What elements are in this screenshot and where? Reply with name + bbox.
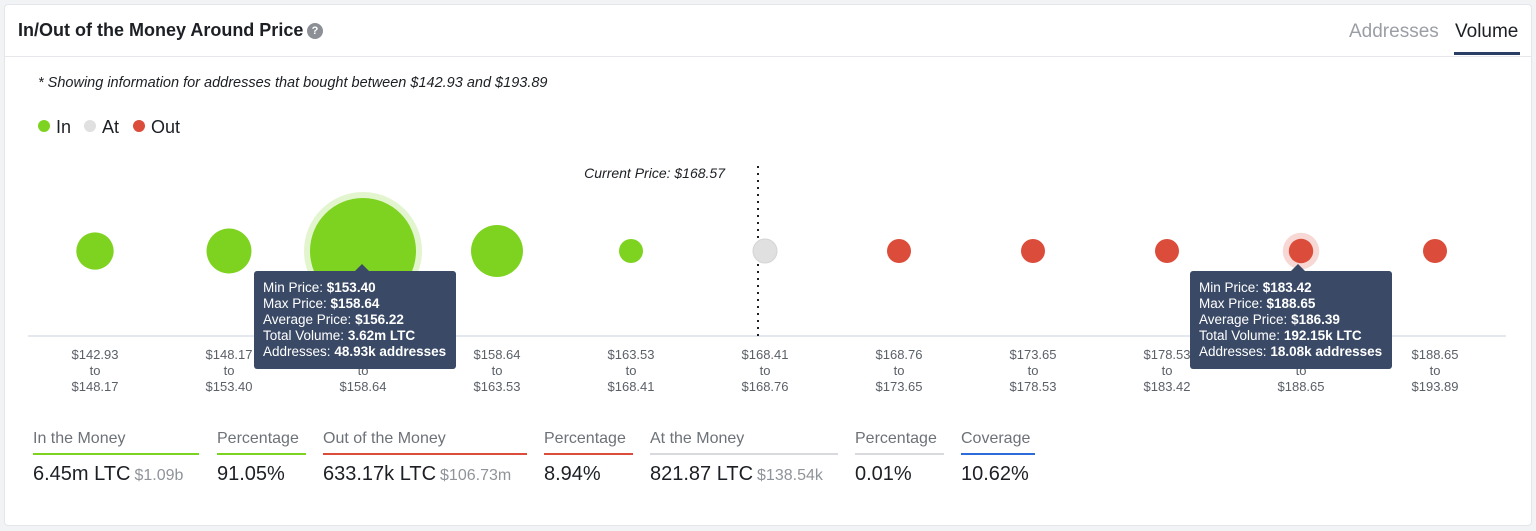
stat-at-percentage: Percentage 0.01% bbox=[855, 430, 944, 486]
active-tab-underline bbox=[1454, 52, 1520, 55]
x-tick-label: $173.65 bbox=[876, 379, 923, 394]
x-tick-label: $168.76 bbox=[876, 347, 923, 362]
bubble-out[interactable] bbox=[1423, 239, 1447, 263]
x-tick-label: to bbox=[626, 363, 637, 378]
stat-value: 6.45m LTC $1.09b bbox=[33, 463, 184, 485]
x-tick-label: to bbox=[1162, 363, 1173, 378]
bubble-out[interactable] bbox=[1021, 239, 1045, 263]
legend-label-out: Out bbox=[151, 117, 181, 137]
tooltip-bucket-183-188: Min Price: $183.42 Max Price: $188.65 Av… bbox=[1190, 264, 1393, 369]
question-circle-icon[interactable]: ? bbox=[307, 23, 323, 39]
stat-label: Coverage bbox=[961, 430, 1035, 455]
stat-value: 633.17k LTC $106.73m bbox=[323, 463, 512, 485]
x-tick-label: to bbox=[894, 363, 905, 378]
in-out-money-card: In/Out of the Money Around Price ? Addre… bbox=[4, 4, 1532, 526]
x-tick-label: $148.17 bbox=[206, 347, 253, 362]
x-tick-label: $148.17 bbox=[72, 379, 119, 394]
stat-sub-value: $138.54k bbox=[757, 467, 823, 484]
bubble-out[interactable] bbox=[1288, 238, 1314, 264]
range-note: * Showing information for addresses that… bbox=[38, 75, 548, 91]
legend-item-at[interactable]: At bbox=[84, 117, 119, 138]
stat-label: Percentage bbox=[217, 430, 306, 455]
x-tick-label: to bbox=[1028, 363, 1039, 378]
bubble-out[interactable] bbox=[887, 239, 911, 263]
stat-label: At the Money bbox=[650, 430, 838, 455]
x-tick-label: $183.42 bbox=[1144, 379, 1191, 394]
stat-value: 91.05% bbox=[217, 463, 285, 485]
tooltip-arrow bbox=[1291, 264, 1305, 271]
x-tick-label: to bbox=[492, 363, 503, 378]
x-tick-label: $168.41 bbox=[742, 347, 789, 362]
tooltip-bucket-153-158: Min Price: $153.40 Max Price: $158.64 Av… bbox=[254, 264, 457, 369]
tooltip-line: Total Volume: 3.62m LTC bbox=[263, 328, 416, 343]
x-tick-label: $178.53 bbox=[1010, 379, 1057, 394]
tooltip-line: Addresses: 18.08k addresses bbox=[1199, 344, 1383, 359]
x-tick-label: $168.41 bbox=[608, 379, 655, 394]
stat-in-percentage: Percentage 91.05% bbox=[217, 430, 306, 486]
tab-addresses[interactable]: Addresses bbox=[1349, 21, 1439, 42]
x-tick-label: $158.64 bbox=[474, 347, 521, 362]
x-tick-label: $158.64 bbox=[340, 379, 387, 394]
stat-sub-value: $1.09b bbox=[134, 467, 184, 484]
x-tick-label: $142.93 bbox=[72, 347, 119, 362]
card-title: In/Out of the Money Around Price bbox=[18, 20, 304, 40]
stat-at-the-money: At the Money 821.87 LTC $138.54k bbox=[650, 430, 838, 486]
bubble-in[interactable] bbox=[619, 239, 643, 263]
stat-label: Percentage bbox=[855, 430, 944, 455]
stat-label: Out of the Money bbox=[323, 430, 527, 455]
legend-item-in[interactable]: In bbox=[38, 117, 71, 138]
bubble-out[interactable] bbox=[1155, 239, 1179, 263]
x-tick-label: to bbox=[358, 363, 369, 378]
legend-dot-at bbox=[84, 120, 96, 132]
x-tick-label: to bbox=[1296, 363, 1307, 378]
tooltip-line: Addresses: 48.93k addresses bbox=[263, 344, 447, 359]
stat-sub-value: $106.73m bbox=[440, 467, 512, 484]
x-tick-label: to bbox=[224, 363, 235, 378]
tooltip-line: Max Price: $158.64 bbox=[263, 296, 380, 311]
card-header: In/Out of the Money Around Price ? Addre… bbox=[5, 5, 1531, 57]
tooltip-line: Max Price: $188.65 bbox=[1199, 296, 1316, 311]
tooltip-line: Min Price: $153.40 bbox=[263, 280, 376, 295]
x-tick-label: to bbox=[1430, 363, 1441, 378]
x-tick-label: $173.65 bbox=[1010, 347, 1057, 362]
current-price-label: Current Price: $168.57 bbox=[584, 165, 726, 181]
x-tick-label: $188.65 bbox=[1412, 347, 1459, 362]
x-tick-label: to bbox=[90, 363, 101, 378]
tooltip-line: Average Price: $186.39 bbox=[1199, 312, 1340, 327]
bubble-in[interactable] bbox=[76, 232, 114, 270]
stat-value: 0.01% bbox=[855, 463, 912, 485]
x-tick-label: to bbox=[760, 363, 771, 378]
tooltip-line: Min Price: $183.42 bbox=[1199, 280, 1312, 295]
legend-dot-in bbox=[38, 120, 50, 132]
bubble-in[interactable] bbox=[471, 225, 523, 277]
stat-label: In the Money bbox=[33, 430, 199, 455]
bubble-in[interactable] bbox=[206, 228, 252, 274]
tooltip-line: Average Price: $156.22 bbox=[263, 312, 404, 327]
legend-dot-out bbox=[133, 120, 145, 132]
stat-label: Percentage bbox=[544, 430, 633, 455]
tooltip-line: Total Volume: 192.15k LTC bbox=[1199, 328, 1362, 343]
x-tick-label: $193.89 bbox=[1412, 379, 1459, 394]
x-tick-label: $168.76 bbox=[742, 379, 789, 394]
legend-label-in: In bbox=[56, 117, 72, 137]
x-tick-label: $178.53 bbox=[1144, 347, 1191, 362]
stat-value: 8.94% bbox=[544, 463, 601, 485]
stat-out-percentage: Percentage 8.94% bbox=[544, 430, 633, 486]
stat-value: 10.62% bbox=[961, 463, 1029, 485]
stat-out-of-the-money: Out of the Money 633.17k LTC $106.73m bbox=[323, 430, 527, 486]
stat-coverage: Coverage 10.62% bbox=[961, 430, 1035, 486]
tooltip-arrow bbox=[355, 264, 369, 271]
x-tick-label: $153.40 bbox=[206, 379, 253, 394]
bubble-at[interactable] bbox=[752, 238, 778, 264]
stat-in-the-money: In the Money 6.45m LTC $1.09b bbox=[33, 430, 199, 486]
x-tick-label: $163.53 bbox=[474, 379, 521, 394]
x-tick-label: $163.53 bbox=[608, 347, 655, 362]
tab-volume[interactable]: Volume bbox=[1455, 21, 1519, 42]
stat-value: 821.87 LTC $138.54k bbox=[650, 463, 823, 485]
x-tick-label: $188.65 bbox=[1278, 379, 1325, 394]
legend-label-at: At bbox=[102, 117, 120, 137]
legend-item-out[interactable]: Out bbox=[133, 117, 180, 138]
